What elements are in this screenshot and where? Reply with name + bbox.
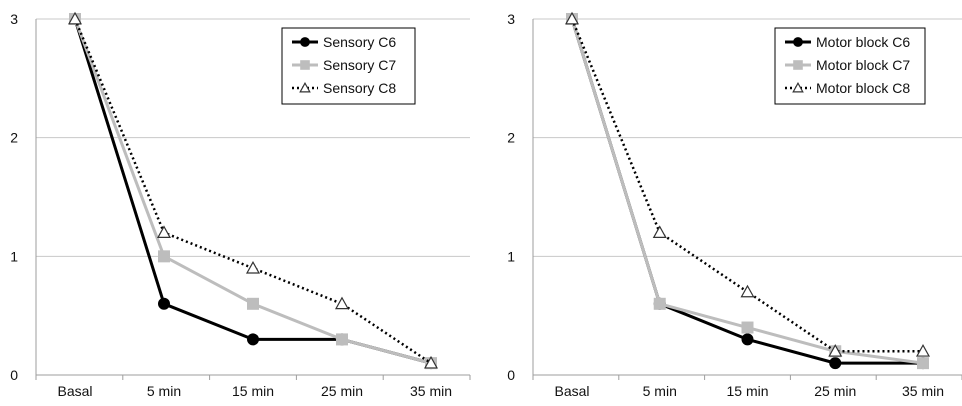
legend-label: Sensory C7: [323, 57, 396, 73]
x-tick-label: 15 min: [232, 383, 274, 399]
data-point-triangle: [652, 225, 667, 238]
legend-label: Motor block C6: [816, 34, 910, 50]
data-point-triangle: [740, 284, 755, 298]
data-point-triangle: [423, 355, 439, 369]
data-point-circle: [247, 333, 259, 346]
data-point-triangle: [156, 225, 172, 238]
x-tick-label: Basal: [57, 383, 92, 399]
chart-panel-1: 0 1 2 3 Basal 5 min 15 min 25 min 35 min Sensory …: [10, 11, 471, 399]
x-tick-label: Basal: [554, 383, 589, 399]
x-tick-label: 35 min: [902, 383, 944, 399]
data-point-square: [653, 297, 666, 310]
data-point-square: [247, 297, 259, 310]
data-point-square: [917, 357, 929, 370]
x-tick-label: 5 min: [643, 383, 677, 399]
y-tick-label: 3: [10, 11, 18, 27]
x-tick-label: 25 min: [814, 383, 856, 399]
legend-marker-square: [793, 60, 803, 70]
data-point-circle: [741, 333, 754, 346]
y-tick-label: 3: [507, 11, 515, 27]
x-tick-label: 15 min: [726, 383, 768, 399]
x-tick-label: 5 min: [147, 383, 181, 399]
data-point-circle: [829, 357, 842, 370]
legend-marker-circle: [793, 37, 803, 47]
legend-label: Sensory C6: [323, 34, 396, 50]
legend-marker-triangle: [299, 81, 311, 93]
legend-marker-square: [300, 60, 310, 70]
data-point-circle: [158, 297, 170, 310]
y-tick-label: 0: [10, 367, 18, 383]
data-point-triangle: [915, 344, 931, 357]
y-tick-label: 2: [10, 130, 18, 146]
data-point-triangle: [245, 260, 261, 274]
legend: Sensory C6 Sensory C7 Sensory C8: [281, 27, 416, 105]
data-point-square: [336, 333, 348, 346]
y-tick-label: 0: [507, 367, 515, 383]
data-point-triangle: [334, 296, 350, 310]
legend: Motor block C6 Motor block C7 Motor block …: [774, 27, 926, 105]
y-tick-label: 1: [507, 248, 515, 264]
y-tick-label: 2: [507, 130, 515, 146]
legend-label: Sensory C8: [323, 80, 396, 96]
data-point-square: [158, 250, 170, 263]
legend-label: Motor block C8: [816, 80, 910, 96]
chart-panel-2: 0 1 2 3 Basal 5 min 15 min 25 min 35 min Motor bl…: [507, 11, 962, 399]
data-point-triangle: [828, 344, 843, 357]
x-tick-label: 25 min: [321, 383, 363, 399]
x-tick-label: 35 min: [410, 383, 452, 399]
data-point-square: [741, 321, 754, 334]
legend-marker-circle: [300, 37, 310, 47]
data-point-triangle: [564, 11, 580, 25]
y-tick-label: 1: [10, 248, 18, 264]
legend-marker-triangle: [792, 81, 804, 93]
legend-label: Motor block C7: [816, 57, 910, 73]
data-point-triangle: [67, 11, 83, 25]
